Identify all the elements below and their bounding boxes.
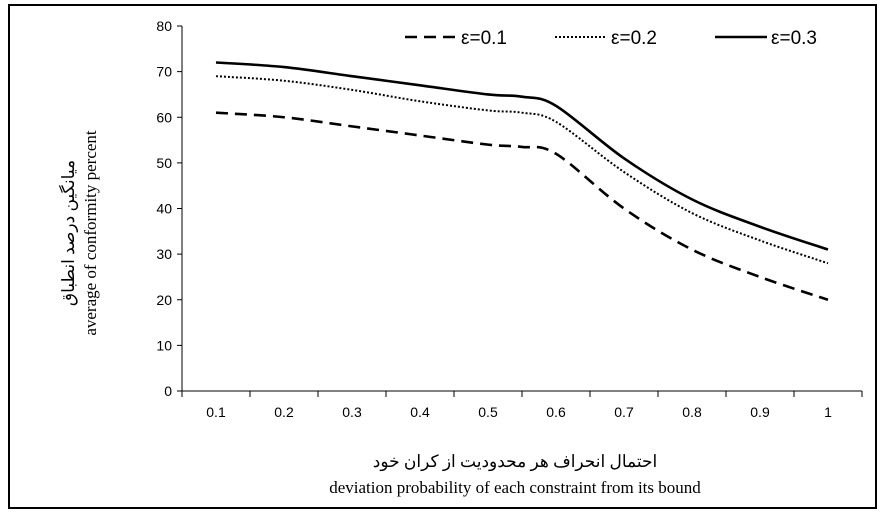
series-line — [215, 75, 829, 265]
legend-label: ε=0.2 — [611, 28, 657, 49]
x-axis-ticks: 0.1 0.2 0.3 0.4 0.5 0.6 0.7 0.8 0.9 1 — [181, 391, 863, 420]
legend-label: ε=0.3 — [771, 28, 817, 49]
y-tick-label: 0 — [164, 383, 172, 399]
y-tick-label: 10 — [156, 337, 172, 353]
y-tick-label: 60 — [156, 109, 172, 125]
x-tick-label: 0.9 — [750, 404, 770, 420]
x-axis-title-en: deviation probability of each constraint… — [329, 478, 701, 497]
x-tick-label: 0.4 — [410, 404, 430, 420]
y-tick-label: 30 — [156, 246, 172, 262]
series-line — [215, 61, 829, 251]
series-lines — [215, 61, 829, 301]
series-line — [215, 111, 829, 301]
y-tick-label: 20 — [156, 292, 172, 308]
y-tick-label: 40 — [156, 201, 172, 217]
x-tick-label: 0.6 — [546, 404, 566, 420]
x-tick-label: 0.5 — [478, 404, 498, 420]
legend-label: ε=0.1 — [461, 28, 507, 49]
y-axis-title: میانگین درصد انطباق average of conformit… — [58, 53, 102, 413]
y-axis-title-fa: میانگین درصد انطباق — [59, 159, 78, 307]
x-tick-label: 0.7 — [614, 404, 634, 420]
y-tick-label: 80 — [156, 18, 172, 34]
x-axis-title: احتمال انحراف هر محدودیت از کران خود dev… — [185, 449, 845, 501]
x-tick-label: 0.2 — [274, 404, 294, 420]
y-tick-label: 70 — [156, 64, 172, 80]
chart-frame: 0 10 20 30 40 50 60 70 80 0.1 0.2 0.3 0.4 0.5 0.6 0.7 0… — [8, 4, 877, 509]
x-tick-label: 0.1 — [206, 404, 226, 420]
y-axis-ticks: 0 10 20 30 40 50 60 70 80 — [156, 18, 182, 399]
x-tick-label: 0.3 — [342, 404, 362, 420]
x-axis-title-fa: احتمال انحراف هر محدودیت از کران خود — [372, 452, 658, 471]
legend: ε=0.1 ε=0.2 ε=0.3 — [405, 28, 817, 49]
y-tick-label: 50 — [156, 155, 172, 171]
x-tick-label: 0.8 — [682, 404, 702, 420]
y-axis-title-en: average of conformity percent — [81, 130, 100, 336]
x-tick-label: 1 — [824, 404, 832, 420]
